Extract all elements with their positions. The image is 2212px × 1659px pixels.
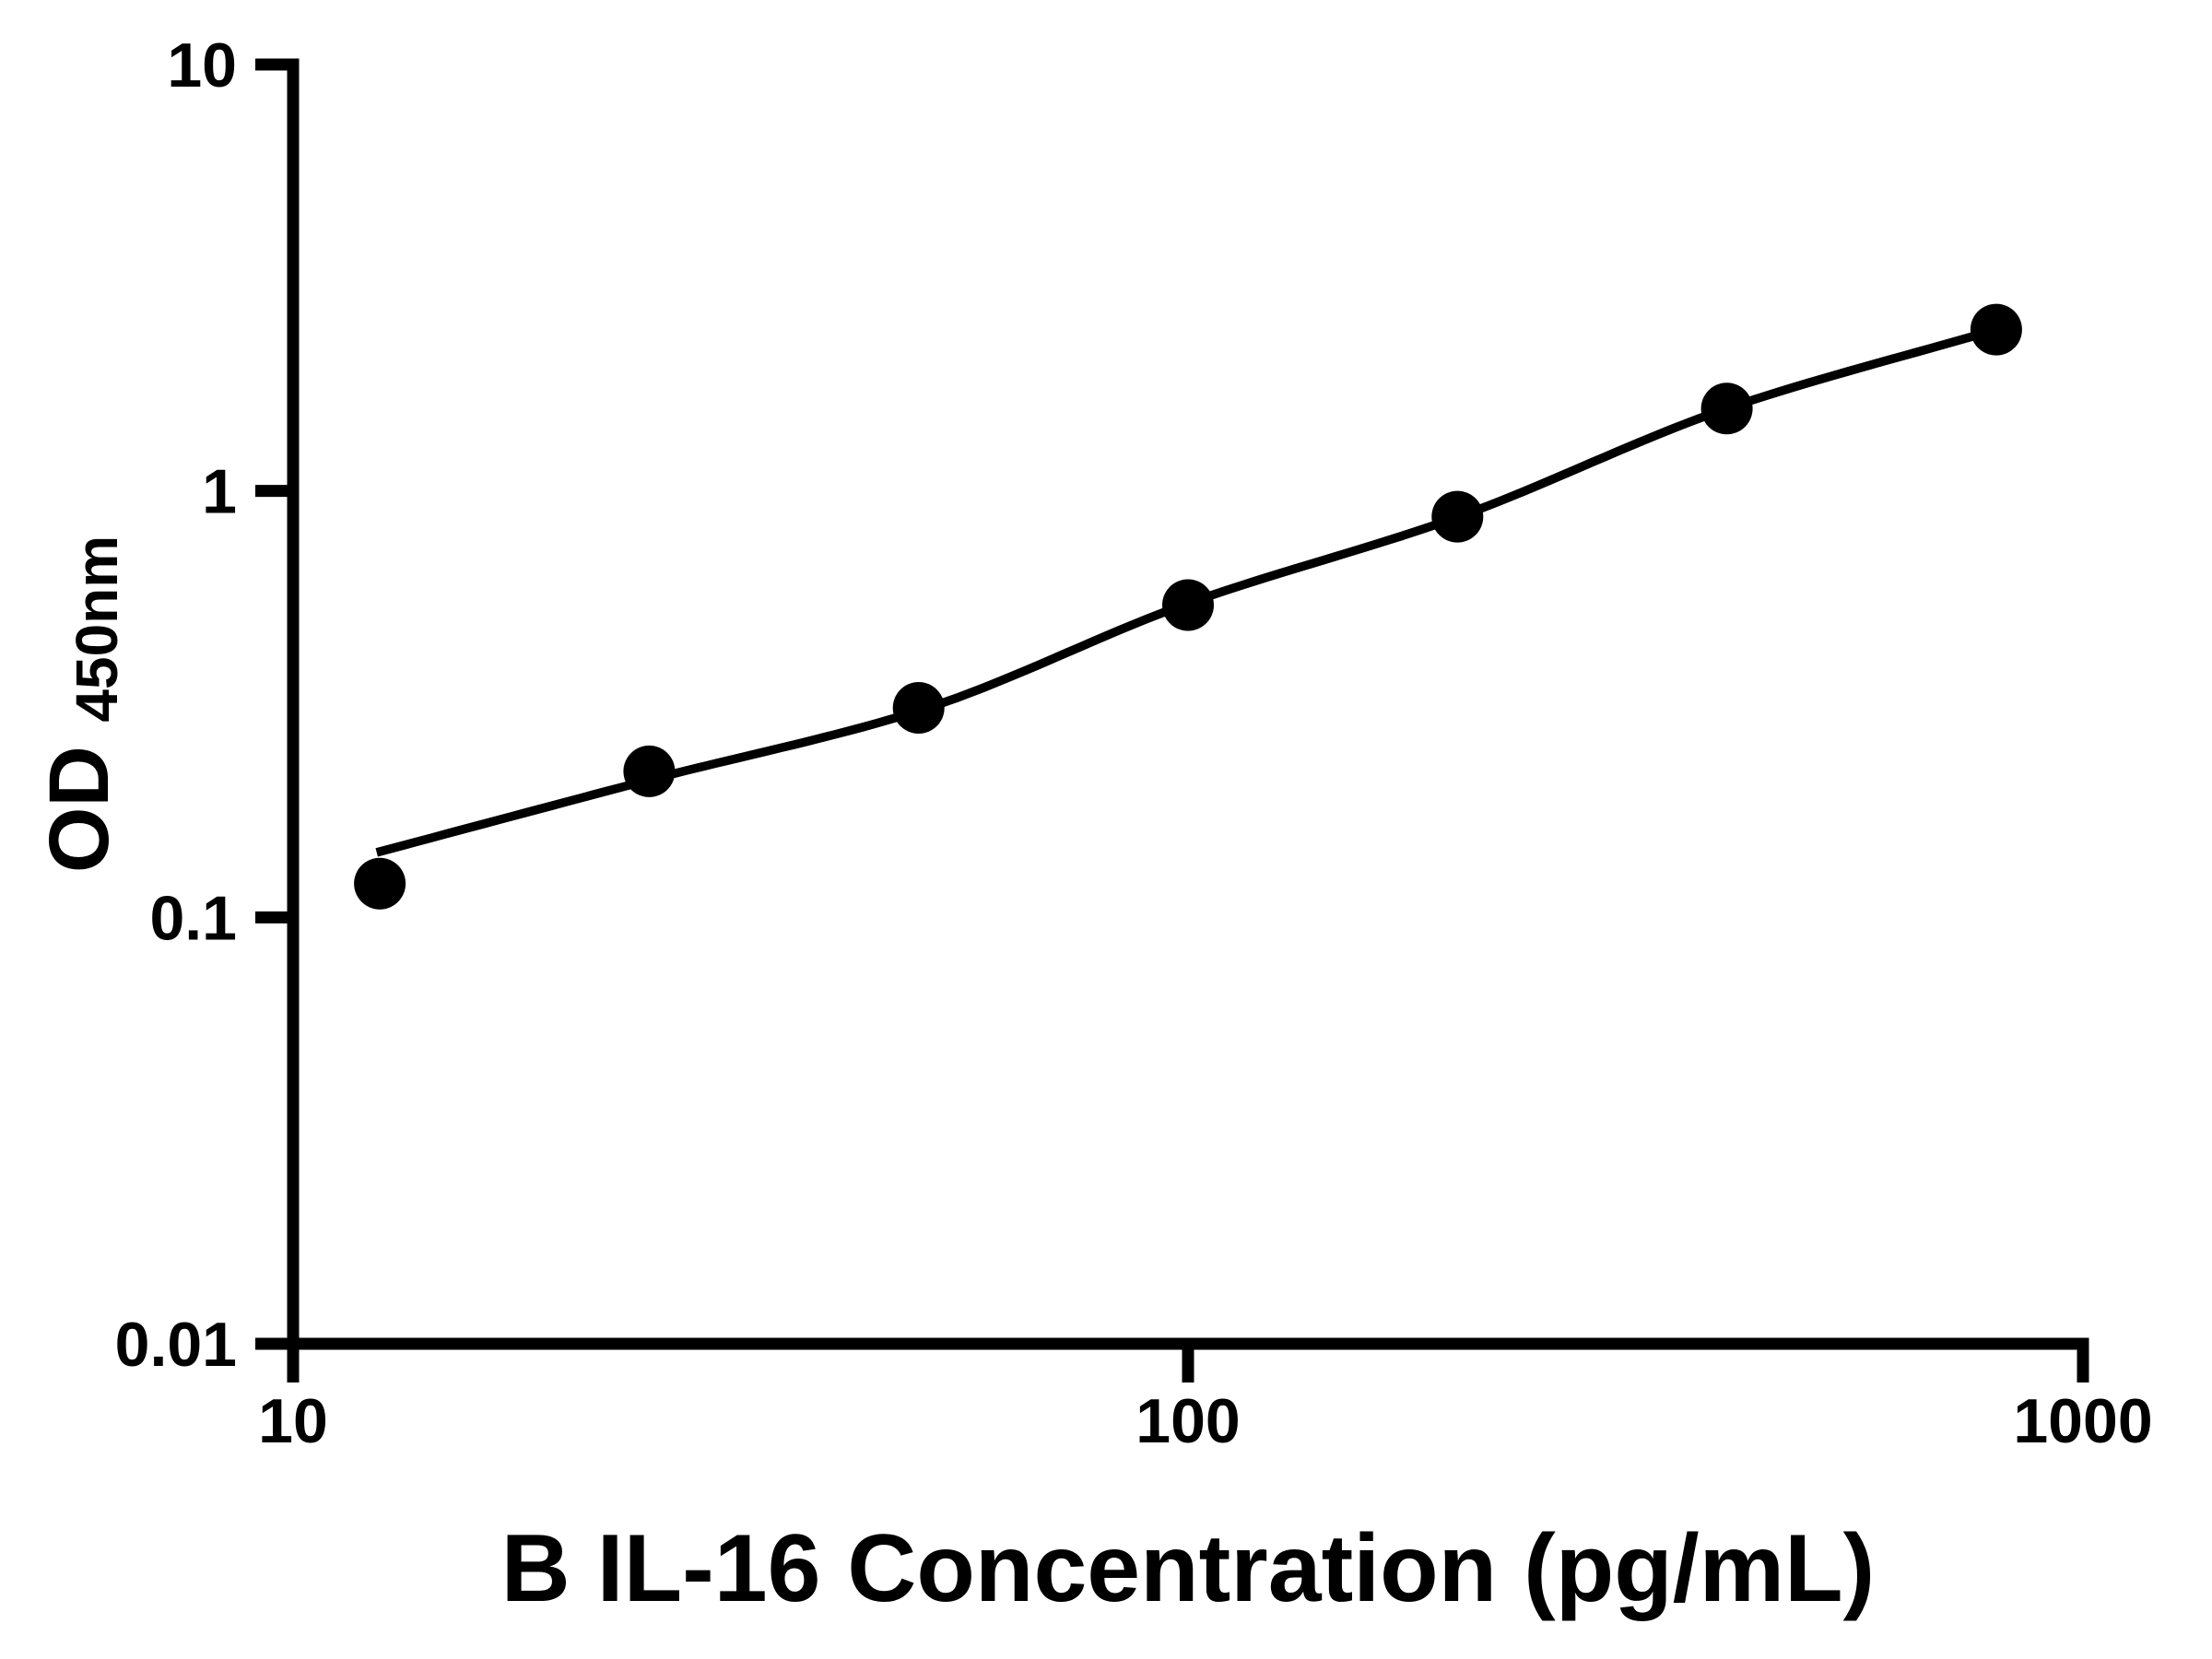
y-axis-ticks: 10 1 0.1 0.01 [115,30,293,1380]
x-axis-ticks: 10 100 1000 [258,1349,2153,1456]
data-points [354,303,2022,910]
y-axis-title: OD 450nm [32,535,130,873]
y-tick-label: 0.1 [149,883,237,953]
axes: 10 1 0.1 0.01 10 100 1000 [115,30,2153,1456]
x-axis-title: B IL-16 Concentration (pg/mL) [501,1515,1876,1622]
y-tick-label: 10 [167,30,237,100]
y-tick-label: 0.01 [115,1310,237,1380]
x-tick-label: 100 [1135,1386,1240,1456]
x-tick-label: 10 [258,1386,328,1456]
data-point [1431,490,1484,543]
data-point [1970,303,2022,356]
x-tick-label: 1000 [2013,1386,2152,1456]
data-point [1162,579,1214,631]
y-tick-label: 1 [202,457,237,527]
y-axis-title-sub: 450nm [64,535,130,723]
data-point [623,745,676,797]
data-point [1700,382,1753,435]
data-point [354,857,406,910]
data-point [892,682,945,734]
y-axis-title-main: OD [32,746,126,873]
